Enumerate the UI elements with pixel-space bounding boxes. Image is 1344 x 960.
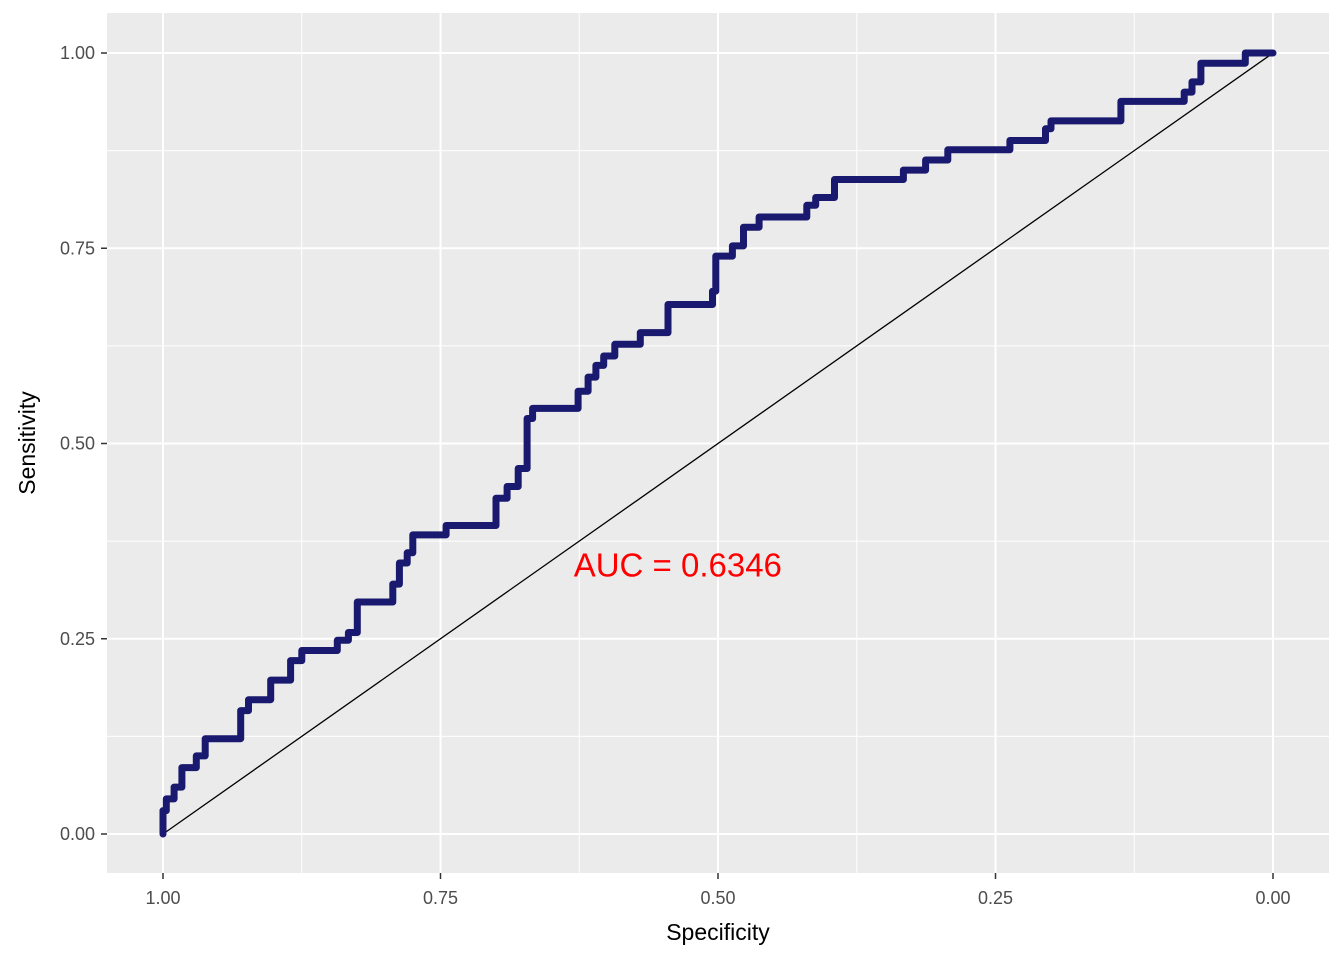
x-axis-ticks: 1.00 0.75 0.50 0.25 0.00 [145,873,1291,908]
x-tick-label: 0.00 [1255,888,1290,908]
diagonal-reference-line [162,52,1274,835]
y-axis-title: Sensitivity [14,391,40,495]
x-tick-label: 0.50 [700,888,735,908]
roc-curve-line [159,49,1277,838]
x-tick-label: 0.75 [423,888,458,908]
y-axis-ticks: 0.00 0.25 0.50 0.75 1.00 [60,43,107,844]
y-tick-label: 0.25 [60,629,95,649]
annotations: AUC = 0.6346 [574,547,782,584]
y-tick-label: 0.75 [60,238,95,258]
x-tick-label: 0.25 [978,888,1013,908]
y-tick-label: 0.00 [60,824,95,844]
auc-annotation: AUC = 0.6346 [574,547,782,584]
y-tick-label: 1.00 [60,43,95,63]
y-tick-label: 0.50 [60,434,95,454]
x-axis-title: Specificity [666,919,770,945]
x-tick-label: 1.00 [145,888,180,908]
